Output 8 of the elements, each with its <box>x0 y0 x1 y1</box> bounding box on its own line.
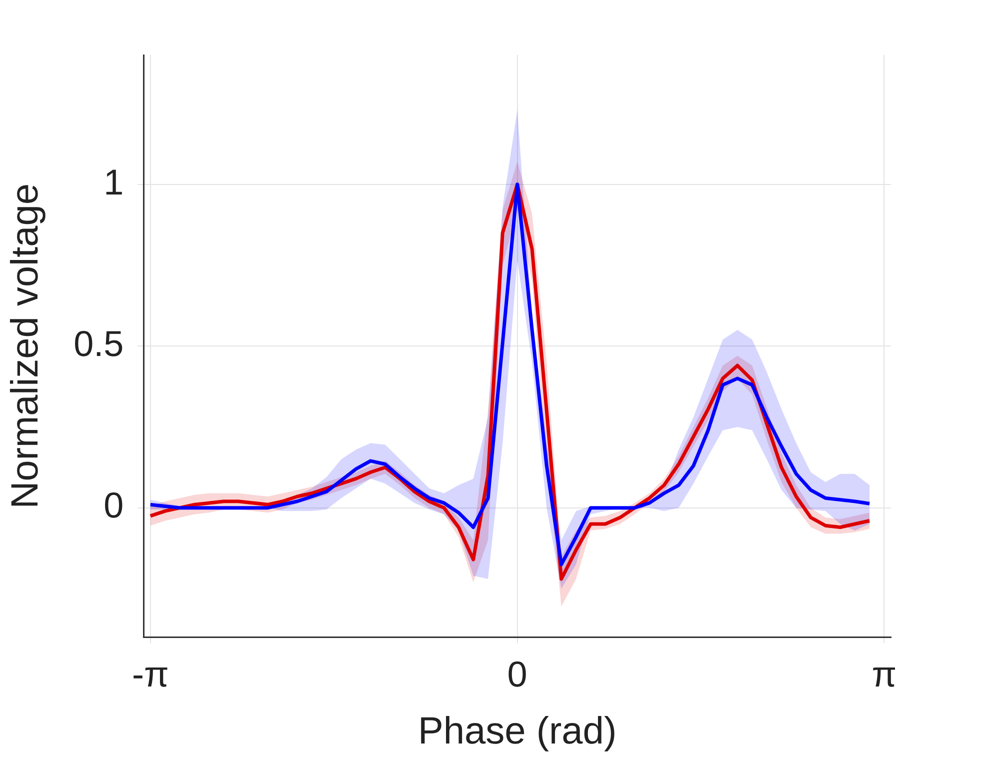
y-tick-label: 0.5 <box>74 323 124 364</box>
x-tick-label: -π <box>132 654 169 695</box>
x-tick-label: 0 <box>507 654 528 695</box>
y-tick-label: 0 <box>104 484 124 526</box>
x-tick-label: π <box>872 654 897 695</box>
x-axis-title: Phase (rad) <box>418 710 617 753</box>
y-axis-title: Normalized voltage <box>4 183 46 509</box>
y-tick-label: 1 <box>104 161 124 202</box>
